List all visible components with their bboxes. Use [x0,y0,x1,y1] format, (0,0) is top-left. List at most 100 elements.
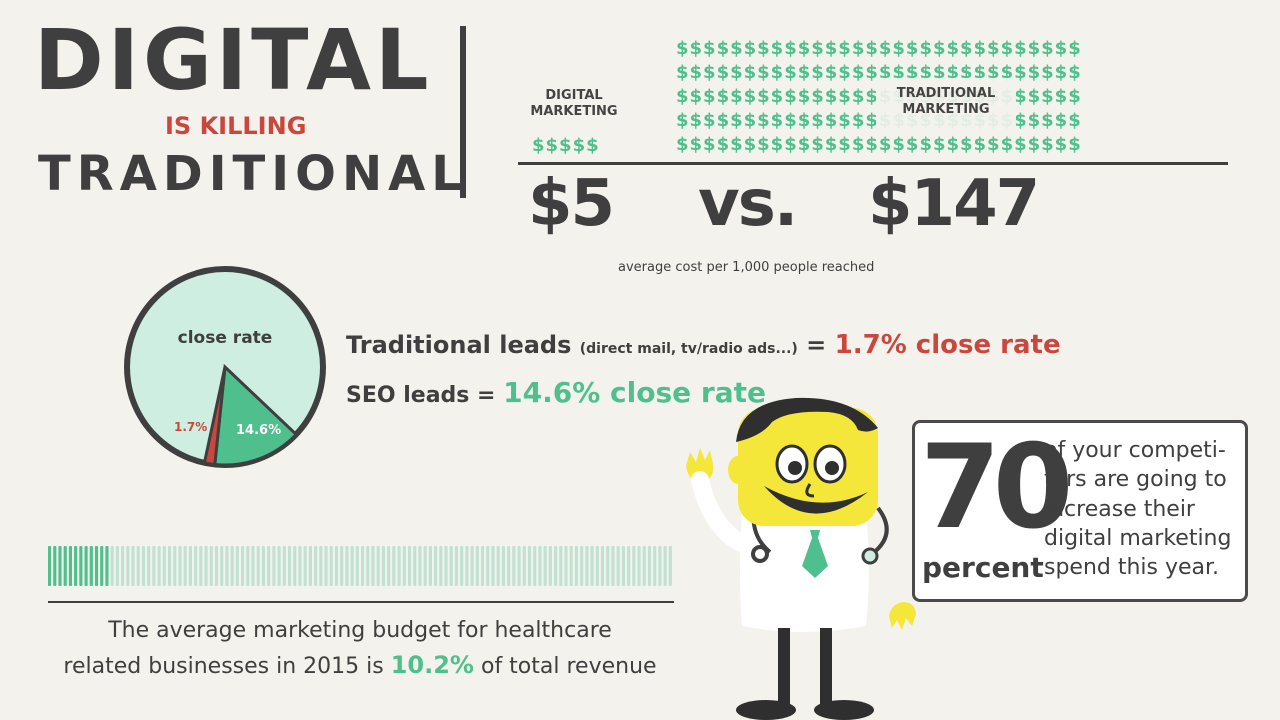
traditional-leads-statement: Traditional leads (direct mail, tv/radio… [346,330,1061,360]
budget-bar-tick-empty [564,546,568,586]
seo-leads-text: SEO leads = [346,383,496,408]
budget-text-line2: related businesses in 2015 is 10.2% of t… [40,647,680,683]
budget-bar-tick-empty [543,546,547,586]
budget-bar-tick-empty [642,546,646,586]
budget-bar-tick-empty [580,546,584,586]
budget-bar-tick-empty [235,546,239,586]
budget-bar-tick-empty [590,546,594,586]
budget-bar-tick-empty [428,546,432,586]
budget-bar-tick-empty [653,546,657,586]
budget-bar-tick-empty [480,546,485,586]
budget-bar-tick-filled [94,546,99,586]
title-traditional: TRADITIONAL [38,146,468,202]
budget-bar-tick-empty [444,546,448,586]
budget-bar-tick-empty [324,546,328,586]
budget-bar-tick-empty [501,546,505,586]
budget-bar-tick-empty [319,546,323,586]
budget-bar-tick-empty [574,546,579,586]
pie-label-traditional: 1.7% [174,420,208,434]
budget-bar-tick-empty [387,546,391,586]
traditional-dollar-row-1: $$$$$$$$$$$$$$$$$$$$$$$$$$$$$$ [676,38,1082,59]
budget-bar-tick-empty [136,546,140,586]
traditional-dollar-row-5: $$$$$$$$$$$$$$$$$$$$$$$$$$$$$$ [676,134,1082,155]
budget-bar-tick-empty [340,546,344,586]
budget-bar-tick-filled [105,546,109,586]
budget-bar-tick-empty [115,546,119,586]
budget-bar-tick-empty [475,546,479,586]
budget-divider [48,601,674,603]
callout-unit: percent [922,551,1044,584]
budget-bar-tick-empty [637,546,641,586]
budget-bar-tick-empty [647,546,652,586]
budget-bar-tick-empty [397,546,401,586]
budget-bar-tick-empty [407,546,412,586]
budget-bar-tick-empty [199,546,203,586]
budget-bar-tick-empty [585,546,589,586]
budget-bar-tick-empty [548,546,552,586]
budget-bar-tick-empty [277,546,281,586]
budget-bar-tick-empty [507,546,511,586]
budget-bar-tick-empty [522,546,526,586]
callout-number: 70 [920,420,1073,555]
budget-bar-tick-empty [538,546,542,586]
pie-label-seo: 14.6% [236,423,282,438]
budget-bar-tick-empty [261,546,266,586]
waving-hand [686,448,714,483]
budget-statement: The average marketing budget for healthc… [40,614,680,683]
stethoscope-right [870,506,889,556]
budget-bar-tick-empty [371,546,375,586]
budget-bar-tick-empty [434,546,438,586]
budget-bar-tick-filled [68,546,72,586]
budget-bar-tick-empty [454,546,459,586]
budget-bar-tick-empty [256,546,260,586]
budget-bar-tick-empty [345,546,349,586]
budget-bar-tick-empty [632,546,636,586]
left-leg [778,628,790,708]
budget-bar-tick-empty [214,546,219,586]
nose [805,483,815,498]
right-pupil [825,461,839,475]
budget-bar-tick-empty [402,546,406,586]
budget-highlight: 10.2% [390,651,474,679]
competitor-stat-callout [912,420,1248,602]
budget-bar-tick-empty [147,546,151,586]
budget-bar-tick-empty [355,546,359,586]
budget-bar-tick-empty [627,546,631,586]
budget-bar-tick-empty [267,546,271,586]
budget-bar-tick-empty [287,546,292,586]
traditional-leads-paren: (direct mail, tv/radio ads...) [579,341,798,357]
budget-bar-tick-empty [470,546,474,586]
budget-bar-tick-empty [251,546,255,586]
stethoscope-chestpiece-icon [861,547,879,565]
tie [802,530,828,578]
budget-bar-tick-empty [121,546,125,586]
right-hand [889,602,916,630]
budget-bar-tick-empty [554,546,558,586]
traditional-dollar-row-2: $$$$$$$$$$$$$$$$$$$$$$$$$$$$$$ [676,62,1082,83]
traditional-cost-value: $147 [868,167,1040,241]
budget-bar-tick-empty [298,546,302,586]
mouth [764,486,868,514]
budget-text-before: related businesses in 2015 is [63,654,384,679]
budget-bar-tick-empty [418,546,422,586]
budget-bar-tick-empty [329,546,333,586]
budget-bar-tick-empty [157,546,161,586]
budget-bar-tick-empty [241,546,245,586]
callout-text: of your competi- tors are going to incre… [1044,438,1232,580]
budget-text-line1: The average marketing budget for healthc… [108,618,612,643]
budget-bar-tick-empty [178,546,182,586]
lab-coat [740,514,869,632]
budget-bar-tick-empty [491,546,495,586]
budget-bar-tick-filled [53,546,57,586]
hair [736,397,878,442]
close-rate-pie-chart [124,266,326,468]
traditional-close-rate: 1.7% close rate [834,330,1061,360]
budget-bar-tick-empty [308,546,312,586]
budget-bar-tick-empty [413,546,417,586]
pie-slice-traditional [202,366,227,467]
budget-bar-tick-empty [569,546,573,586]
budget-bar-tick-empty [314,546,318,586]
budget-bar-tick-empty [162,546,166,586]
ear [728,456,748,484]
traditional-leads-text: Traditional leads [346,331,572,359]
